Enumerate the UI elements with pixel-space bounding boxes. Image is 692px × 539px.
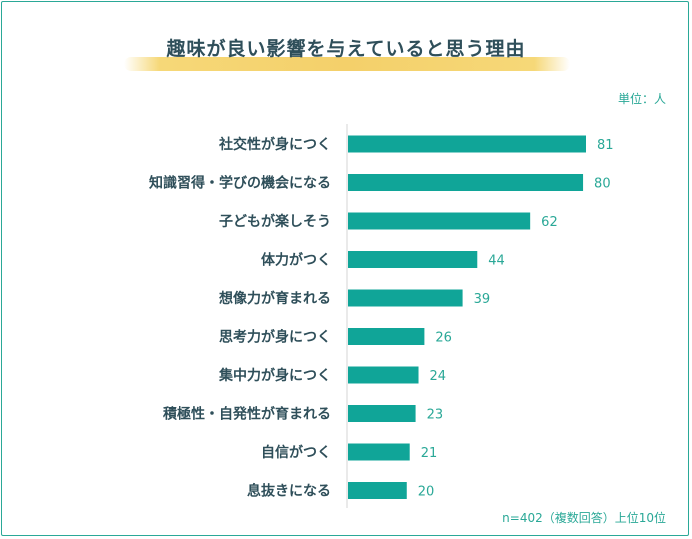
value-label: 20 xyxy=(418,485,435,500)
category-label: 自信がつく xyxy=(261,444,331,461)
value-label: 62 xyxy=(541,215,558,230)
value-label: 80 xyxy=(594,177,611,192)
value-label: 21 xyxy=(421,446,438,461)
title-highlight xyxy=(124,57,570,71)
bar xyxy=(348,405,416,422)
bar xyxy=(348,366,419,384)
unit-label: 単位：人 xyxy=(617,92,666,106)
category-label: 子どもが楽しそう xyxy=(219,213,331,230)
bar xyxy=(348,251,478,268)
bar xyxy=(348,289,463,307)
category-label: 知識習得・学びの機会になる xyxy=(149,175,331,192)
bar xyxy=(348,135,586,153)
value-label: 44 xyxy=(488,254,505,269)
value-label: 26 xyxy=(435,331,452,346)
category-label: 思考力が身につく xyxy=(219,329,331,346)
bar xyxy=(348,212,531,230)
category-label: 息抜きになる xyxy=(247,483,331,500)
chart-title: 趣味が良い影響を与えていると思う理由 xyxy=(166,38,526,60)
value-label: 39 xyxy=(474,292,491,307)
value-label: 24 xyxy=(430,369,447,384)
category-label: 積極性・自発性が育まれる xyxy=(162,406,331,423)
category-label: 体力がつく xyxy=(261,252,331,269)
value-label: 81 xyxy=(597,138,614,153)
title-area: 趣味が良い影響を与えていると思う理由 xyxy=(0,26,692,76)
bar xyxy=(348,443,410,461)
category-label: 集中力が身につく xyxy=(218,367,331,384)
bar xyxy=(348,174,584,191)
category-label: 社交性が身につく xyxy=(218,136,331,153)
value-label: 23 xyxy=(427,408,444,423)
category-label: 想像力が育まれる xyxy=(218,290,331,307)
sample-footnote: n=402（複数回答）上位10位 xyxy=(502,511,666,525)
bar xyxy=(348,328,425,345)
bar xyxy=(348,482,407,499)
